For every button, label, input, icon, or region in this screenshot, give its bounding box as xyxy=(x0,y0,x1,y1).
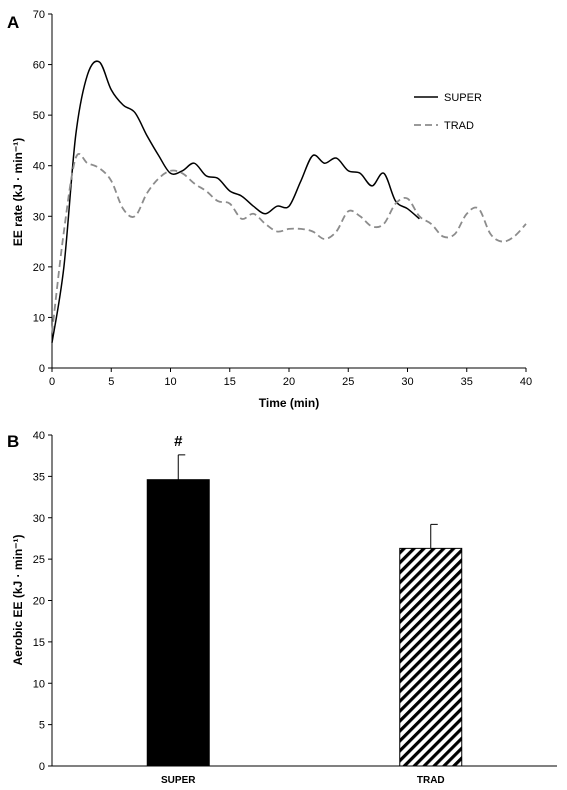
y-tick-label-a: 20 xyxy=(33,262,45,274)
y-tick-label-a: 50 xyxy=(33,110,45,122)
y-tick-label-a: 60 xyxy=(33,60,45,72)
ylabel-a: EE rate (kJ · min⁻¹) xyxy=(11,138,25,246)
xlabel-a: Time (min) xyxy=(259,396,319,410)
y-tick-label-b: 10 xyxy=(33,678,45,690)
x-tick-label-a: 5 xyxy=(108,376,114,388)
significance-marker: # xyxy=(174,433,183,450)
x-tick-label-a: 0 xyxy=(49,376,55,388)
y-tick-label-b: 20 xyxy=(33,596,45,608)
x-tick-label-a: 25 xyxy=(342,376,354,388)
panel-label-b: B xyxy=(7,432,19,451)
axes-a: 0 10 20 30 40 50 60 70 0 5 10 15 20 25 30 35 40 xyxy=(33,9,532,388)
y-tick-label-b: 40 xyxy=(33,430,45,442)
series-line-trad xyxy=(51,152,527,333)
y-tick-label-b: 25 xyxy=(33,554,45,566)
category-label-trad: TRAD xyxy=(417,775,445,786)
y-tick-label-b: 5 xyxy=(39,720,45,732)
y-tick-label-a: 10 xyxy=(33,312,45,324)
y-tick-label-a: 70 xyxy=(33,9,45,21)
series-line-super xyxy=(51,60,420,343)
chart-a: A EE rate (kJ · min⁻¹) Time (min) 0 10 20 3… xyxy=(7,9,532,410)
axes-b: 0 5 10 15 20 25 30 35 40 xyxy=(33,430,557,773)
x-tick-label-a: 10 xyxy=(164,376,176,388)
legend-label-super: SUPER xyxy=(444,92,482,104)
x-tick-label-a: 40 xyxy=(520,376,532,388)
y-tick-label-a: 40 xyxy=(33,161,45,173)
y-tick-label-a: 30 xyxy=(33,211,45,223)
x-tick-label-a: 20 xyxy=(283,376,295,388)
bar-trad xyxy=(399,547,463,767)
panel-label-a: A xyxy=(7,13,19,32)
bars-b: SUPER TRAD # xyxy=(146,433,463,786)
bar-super xyxy=(146,479,210,767)
x-tick-label-a: 15 xyxy=(224,376,236,388)
y-tick-label-b: 35 xyxy=(33,471,45,483)
legend-a: SUPER TRAD xyxy=(414,92,482,132)
series-lines-a xyxy=(51,60,527,343)
y-tick-label-b: 0 xyxy=(39,761,45,773)
category-label-super: SUPER xyxy=(161,775,196,786)
x-tick-label-a: 30 xyxy=(401,376,413,388)
legend-label-trad: TRAD xyxy=(444,120,474,132)
y-tick-label-a: 0 xyxy=(39,363,45,375)
y-tick-label-b: 15 xyxy=(33,637,45,649)
y-tick-label-b: 30 xyxy=(33,513,45,525)
ylabel-b: Aerobic EE (kJ · min⁻¹) xyxy=(11,534,25,665)
chart-b: B Aerobic EE (kJ · min⁻¹) 0 5 10 15 20 25 30 35… xyxy=(7,430,557,786)
x-tick-label-a: 35 xyxy=(461,376,473,388)
